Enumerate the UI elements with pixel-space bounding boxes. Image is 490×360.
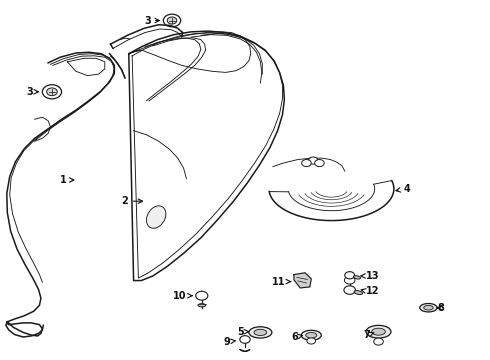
Ellipse shape xyxy=(249,327,272,338)
Text: 3: 3 xyxy=(145,15,151,26)
Circle shape xyxy=(240,336,250,343)
Text: 4: 4 xyxy=(396,184,410,194)
Text: 8: 8 xyxy=(437,303,444,313)
Text: 5: 5 xyxy=(237,327,244,337)
Text: 6: 6 xyxy=(291,332,298,342)
Text: 7: 7 xyxy=(363,329,370,339)
Ellipse shape xyxy=(353,276,361,279)
Circle shape xyxy=(344,286,355,294)
Circle shape xyxy=(308,157,318,164)
Ellipse shape xyxy=(371,328,385,335)
Text: 2: 2 xyxy=(121,196,143,206)
Ellipse shape xyxy=(147,206,166,228)
Polygon shape xyxy=(240,350,250,351)
Ellipse shape xyxy=(366,325,391,338)
Text: 1: 1 xyxy=(60,175,74,185)
Circle shape xyxy=(307,338,316,344)
Circle shape xyxy=(196,291,208,300)
Text: 10: 10 xyxy=(173,291,186,301)
Text: 9: 9 xyxy=(224,337,231,347)
Polygon shape xyxy=(294,273,311,288)
Circle shape xyxy=(302,159,311,167)
Circle shape xyxy=(374,338,383,345)
Text: 12: 12 xyxy=(366,286,380,296)
Ellipse shape xyxy=(301,330,321,340)
Circle shape xyxy=(344,276,355,284)
Ellipse shape xyxy=(354,291,363,294)
Text: 13: 13 xyxy=(366,271,380,281)
Circle shape xyxy=(47,88,57,96)
Text: 3: 3 xyxy=(26,87,33,97)
Circle shape xyxy=(345,272,355,279)
Ellipse shape xyxy=(424,305,433,310)
Ellipse shape xyxy=(198,303,206,307)
Circle shape xyxy=(315,159,324,167)
Circle shape xyxy=(167,17,177,24)
Ellipse shape xyxy=(420,303,437,312)
Ellipse shape xyxy=(254,329,267,336)
Text: 11: 11 xyxy=(272,276,286,287)
Ellipse shape xyxy=(306,333,317,338)
